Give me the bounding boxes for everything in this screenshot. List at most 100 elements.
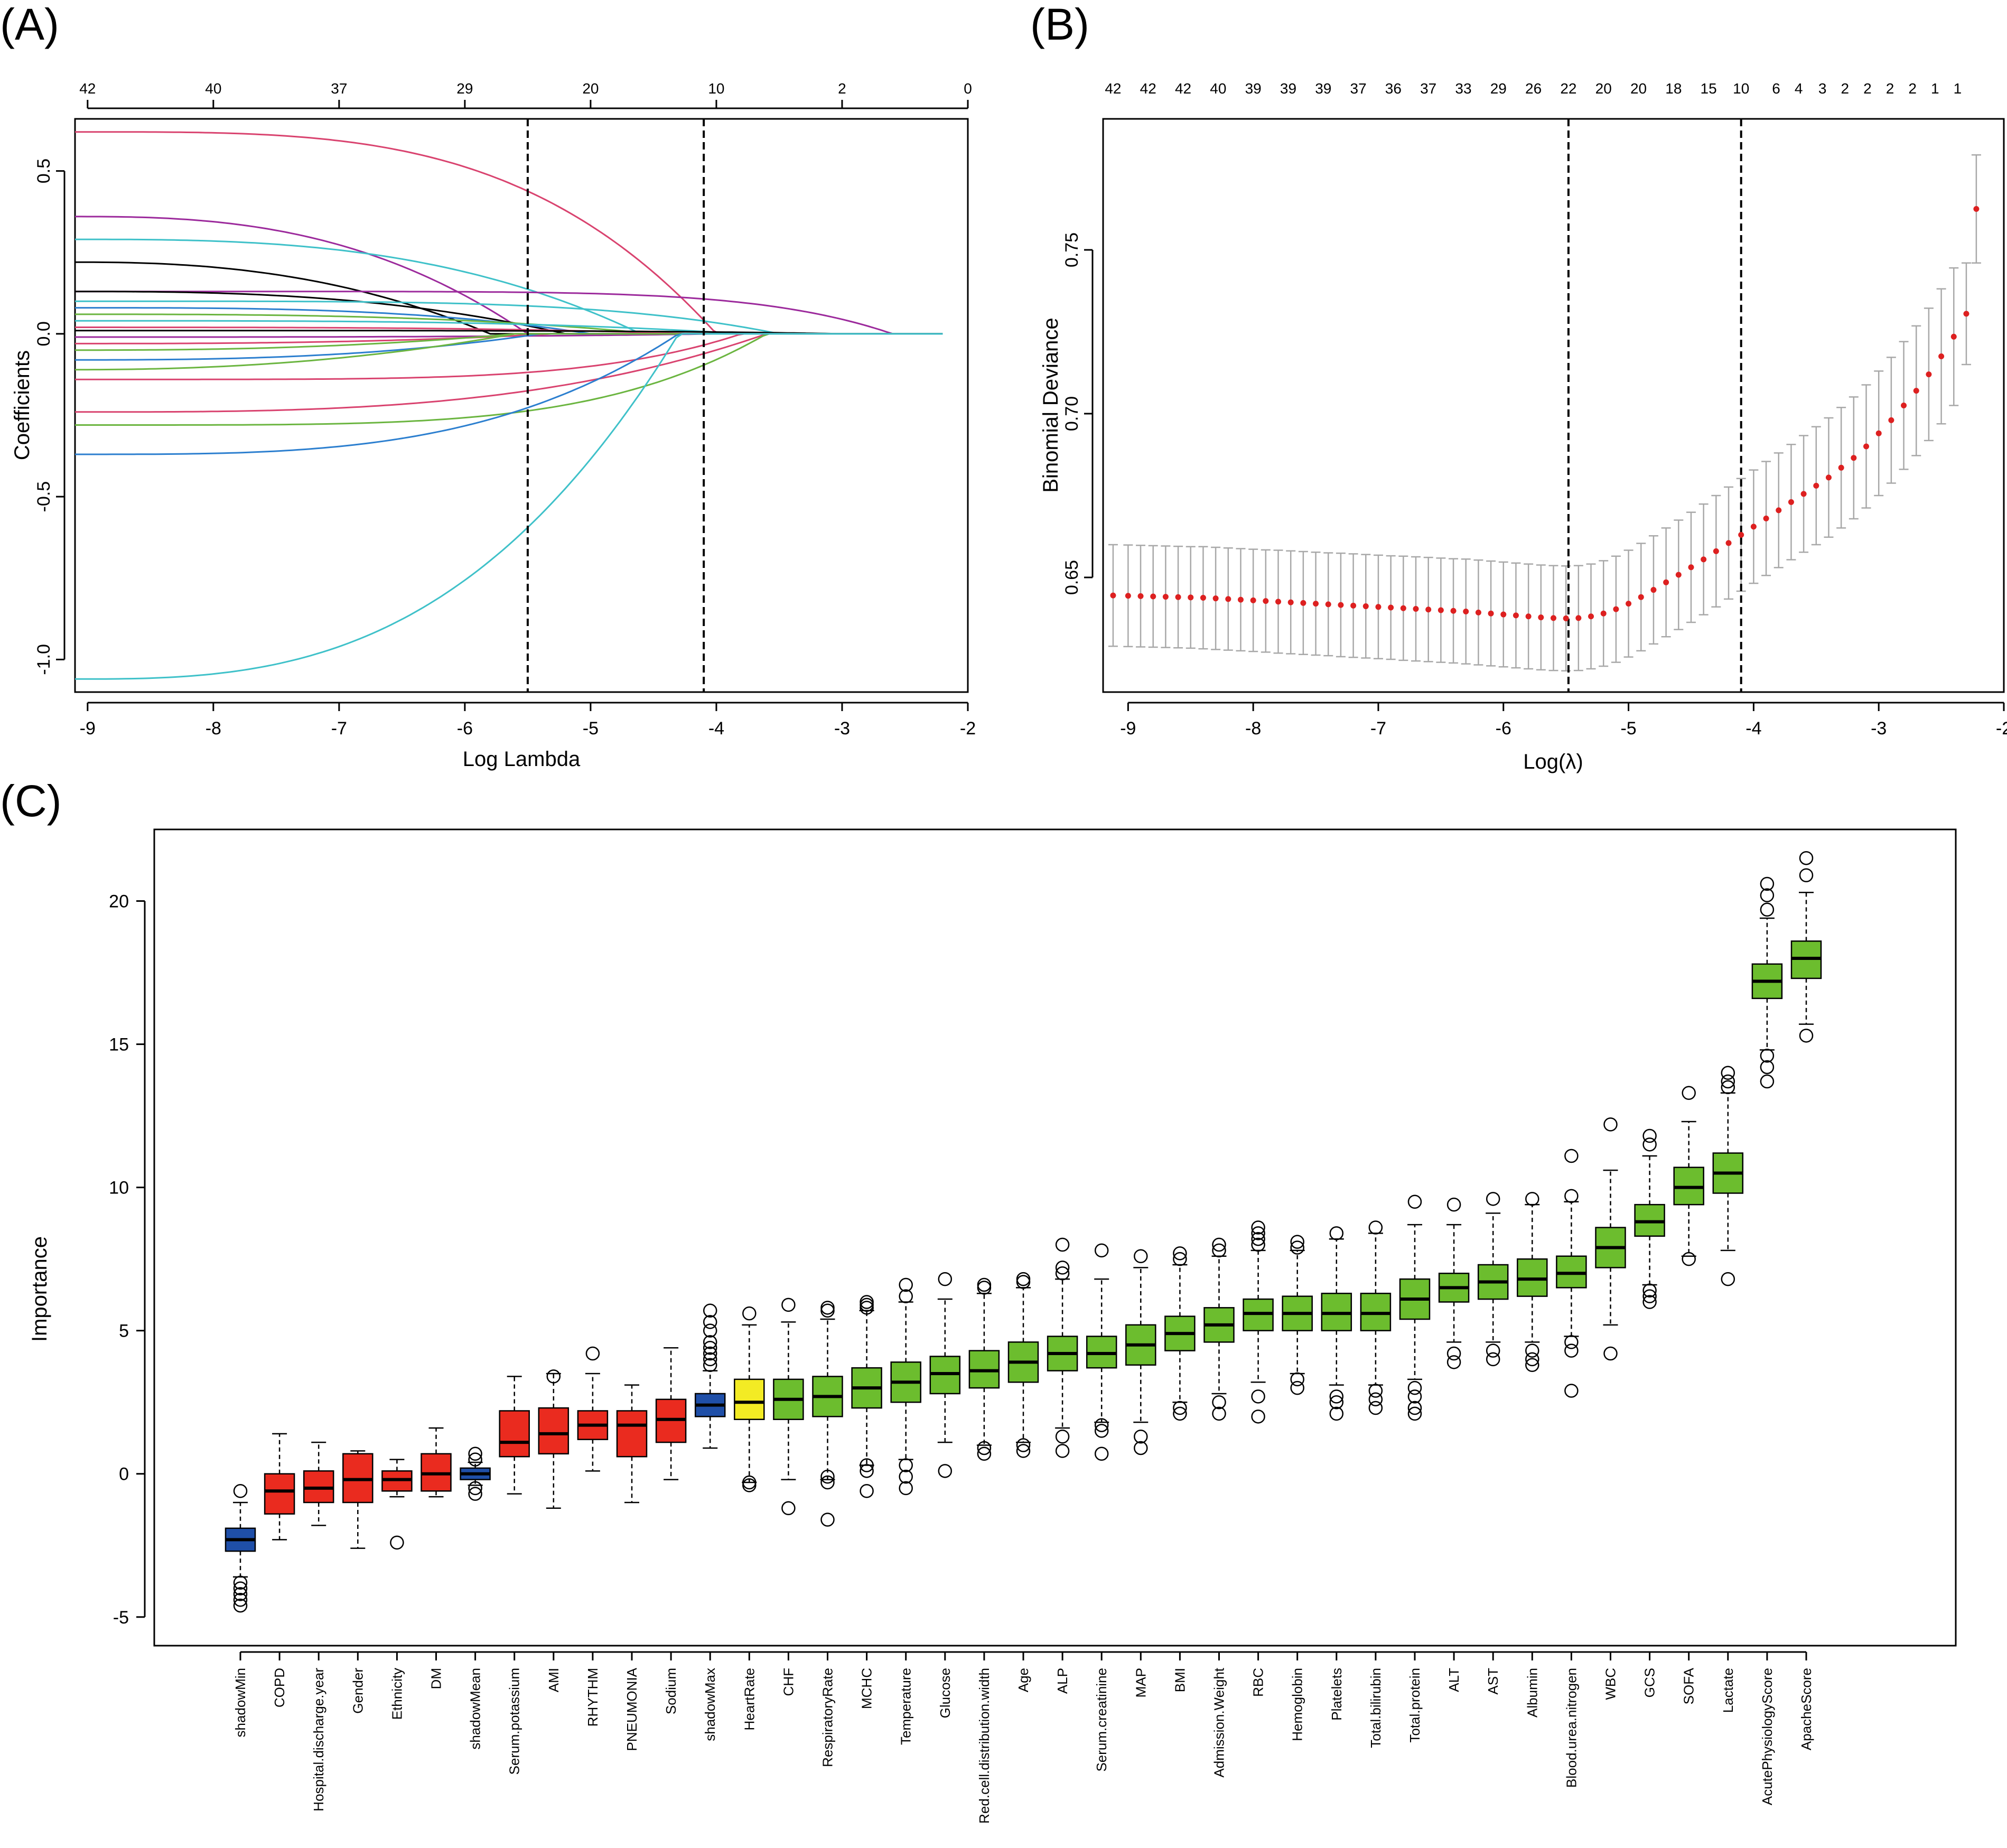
panel-a-x-axis: -9 -8 -7 -6 -5 -4 -3 -2 bbox=[80, 702, 976, 739]
outlier-point bbox=[1799, 868, 1814, 882]
deviance-point bbox=[1650, 587, 1657, 593]
x-tick-label: -3 bbox=[1871, 718, 1887, 739]
coef-path-17 bbox=[75, 333, 943, 371]
deviance-point bbox=[1973, 206, 1980, 212]
outlier-point bbox=[1094, 1424, 1109, 1438]
outlier-point bbox=[1642, 1283, 1657, 1298]
category-label: AST bbox=[1485, 1668, 1501, 1695]
top-tick-label: 2 bbox=[1908, 80, 1917, 97]
coef-path-22 bbox=[75, 333, 943, 680]
category-label: Ethnicity bbox=[389, 1668, 405, 1720]
outlier-point bbox=[1407, 1401, 1422, 1415]
outlier-point bbox=[1016, 1275, 1031, 1289]
deviance-point bbox=[1725, 540, 1732, 546]
y-tick-label: 0.5 bbox=[34, 158, 54, 183]
deviance-point bbox=[1538, 614, 1544, 621]
deviance-point bbox=[1413, 606, 1419, 612]
x-tick-label: -6 bbox=[1496, 718, 1511, 739]
outlier-point bbox=[1251, 1237, 1265, 1252]
deviance-point bbox=[1275, 599, 1282, 605]
top-tick-label: 10 bbox=[1733, 80, 1749, 97]
outlier-point bbox=[1721, 1074, 1735, 1089]
panel-b-top-axis: 42 42 42 40 39 39 39 37 36 37 33 29 26 22 20 20 18 15 10 6 4… bbox=[1105, 80, 1962, 97]
y-tick-label: -1.0 bbox=[34, 644, 54, 675]
outlier-point bbox=[468, 1452, 482, 1467]
y-tick-label: 0.70 bbox=[1062, 396, 1082, 431]
category-label: Hospital.discharge.year bbox=[311, 1668, 326, 1812]
outlier-point bbox=[820, 1513, 835, 1527]
deviance-point bbox=[1575, 615, 1582, 621]
outlier-point bbox=[233, 1593, 248, 1607]
top-tick-label: 33 bbox=[1455, 80, 1471, 97]
deviance-point bbox=[1688, 564, 1694, 571]
y-tick-label: -0.5 bbox=[34, 481, 54, 512]
deviance-point bbox=[1500, 611, 1507, 618]
outlier-point bbox=[1329, 1406, 1344, 1421]
outlier-point bbox=[977, 1281, 992, 1295]
outlier-point bbox=[1329, 1226, 1344, 1240]
deviance-point bbox=[1400, 605, 1406, 611]
deviance-point bbox=[1488, 610, 1494, 617]
top-tick-label: 40 bbox=[205, 80, 221, 97]
deviance-point bbox=[1825, 474, 1832, 481]
top-tick-label: 42 bbox=[79, 80, 96, 97]
outlier-point bbox=[233, 1581, 248, 1595]
deviance-point bbox=[1375, 604, 1381, 610]
outlier-point bbox=[977, 1277, 992, 1292]
top-tick-label: 42 bbox=[1105, 80, 1121, 97]
deviance-point bbox=[1175, 594, 1181, 600]
deviance-point bbox=[1513, 612, 1519, 619]
deviance-point bbox=[1776, 507, 1782, 514]
outlier-point bbox=[1603, 1117, 1618, 1132]
coef-path-5 bbox=[75, 291, 943, 335]
category-label: Hemoglobin bbox=[1290, 1668, 1305, 1741]
deviance-point bbox=[1263, 598, 1269, 604]
deviance-point bbox=[1137, 593, 1144, 599]
category-label: ALT bbox=[1446, 1668, 1462, 1692]
x-tick-label: -2 bbox=[960, 718, 976, 739]
outlier-point bbox=[1721, 1080, 1735, 1095]
category-label: Lactate bbox=[1720, 1668, 1736, 1713]
outlier-point bbox=[860, 1464, 874, 1478]
top-tick-label: 36 bbox=[1385, 80, 1402, 97]
panel-c-y-axis: -5 0 5 10 15 20 bbox=[109, 892, 146, 1628]
outlier-point bbox=[977, 1446, 992, 1461]
x-tick-label: -4 bbox=[708, 718, 724, 739]
deviance-point bbox=[1350, 602, 1357, 609]
coef-path-1 bbox=[75, 131, 943, 335]
top-tick-label: 42 bbox=[1140, 80, 1156, 97]
category-label: Admission.Weight bbox=[1211, 1667, 1227, 1777]
top-tick-label: 40 bbox=[1210, 80, 1226, 97]
coef-path-2 bbox=[75, 216, 943, 335]
panel-a-y-title: Coefficients bbox=[11, 350, 34, 460]
outlier-point bbox=[1799, 1029, 1814, 1043]
category-label: WBC bbox=[1603, 1668, 1619, 1700]
category-label: Serum.creatinine bbox=[1094, 1668, 1109, 1772]
deviance-point bbox=[1913, 388, 1919, 394]
outlier-point bbox=[938, 1464, 953, 1478]
top-tick-label: 39 bbox=[1280, 80, 1296, 97]
outlier-point bbox=[899, 1481, 913, 1496]
deviance-point bbox=[1663, 579, 1669, 585]
category-label: shadowMin bbox=[232, 1668, 248, 1738]
deviance-point bbox=[1888, 417, 1894, 423]
outlier-point bbox=[1212, 1406, 1226, 1421]
deviance-point bbox=[1963, 311, 1969, 317]
outlier-point bbox=[1682, 1086, 1696, 1100]
coef-path-18 bbox=[75, 333, 943, 380]
coef-path-19 bbox=[75, 333, 943, 413]
y-tick-label: 15 bbox=[109, 1035, 129, 1055]
top-tick-label: 3 bbox=[1818, 80, 1827, 97]
outlier-point bbox=[1760, 888, 1775, 902]
outlier-point bbox=[1368, 1384, 1383, 1398]
outlier-point bbox=[1446, 1197, 1461, 1212]
panel-a-vlines bbox=[526, 119, 705, 692]
deviance-point bbox=[1588, 613, 1594, 620]
x-tick-label: -6 bbox=[457, 718, 473, 739]
deviance-point bbox=[1450, 608, 1457, 614]
outlier-point bbox=[1525, 1358, 1539, 1372]
outlier-point bbox=[1329, 1395, 1344, 1410]
category-label: shadowMean bbox=[468, 1668, 483, 1750]
outlier-point bbox=[820, 1301, 835, 1315]
